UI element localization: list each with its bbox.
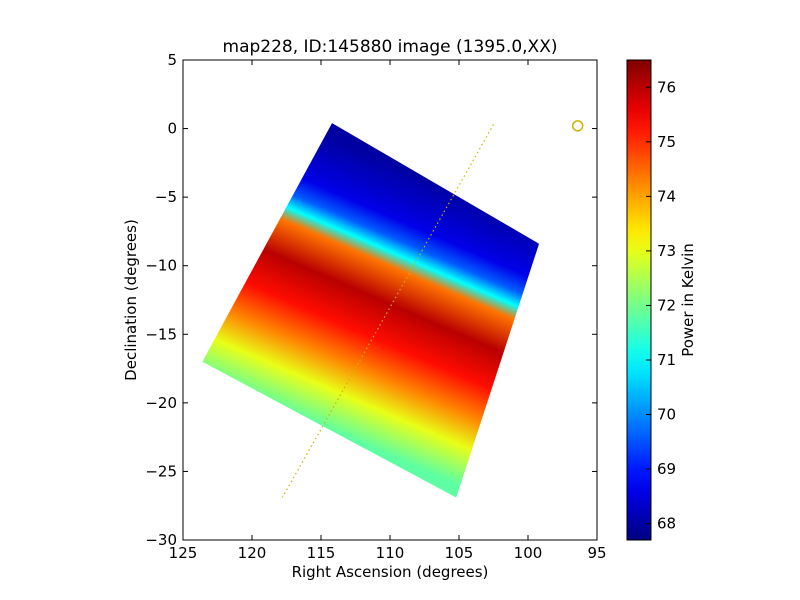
x-axis: 125 120 115 110 105 100 95	[169, 60, 607, 562]
x-tick-label: 105	[445, 544, 474, 562]
colorbar-tick-label: 72	[657, 296, 676, 314]
colorbar: 68 69 70 71 72 73 74 75 76 Power in Kelvin	[626, 59, 697, 541]
colorbar-tick-label: 68	[657, 515, 676, 533]
colorbar-tick-label: 74	[657, 187, 676, 205]
colorbar-tick-label: 69	[657, 460, 676, 478]
x-tick-label: 95	[587, 544, 606, 562]
colorbar-ticks: 68 69 70 71 72 73 74 75 76	[646, 78, 676, 533]
plot-area	[202, 120, 584, 498]
y-tick-label: −25	[145, 462, 177, 480]
x-tick-label: 100	[514, 544, 543, 562]
colorbar-label: Power in Kelvin	[679, 243, 697, 357]
x-tick-label: 115	[307, 544, 336, 562]
y-tick-label: 5	[167, 51, 177, 69]
y-tick-label: 0	[167, 120, 177, 138]
y-tick-label: −20	[145, 394, 177, 412]
sky-map-footprint	[202, 123, 540, 498]
source-marker	[571, 120, 584, 132]
y-tick-label: −10	[145, 257, 177, 275]
colorbar-tick-label: 70	[657, 406, 676, 424]
x-tick-label: 120	[238, 544, 267, 562]
chart-title: map228, ID:145880 image (1395.0,XX)	[223, 37, 558, 57]
x-axis-label: Right Ascension (degrees)	[292, 563, 489, 581]
colorbar-gradient	[626, 59, 652, 541]
colorbar-tick-label: 71	[657, 351, 676, 369]
y-axis: 5 0 −5 −10 −15 −20 −25 −30	[145, 51, 597, 549]
x-tick-label: 125	[169, 544, 198, 562]
y-tick-label: −15	[145, 325, 177, 343]
y-axis-label: Declination (degrees)	[122, 219, 140, 381]
colorbar-tick-label: 73	[657, 242, 676, 260]
y-tick-label: −5	[155, 188, 177, 206]
x-tick-label: 110	[376, 544, 405, 562]
y-tick-label: −30	[145, 531, 177, 549]
colorbar-tick-label: 76	[657, 78, 676, 96]
colorbar-tick-label: 75	[657, 133, 676, 151]
